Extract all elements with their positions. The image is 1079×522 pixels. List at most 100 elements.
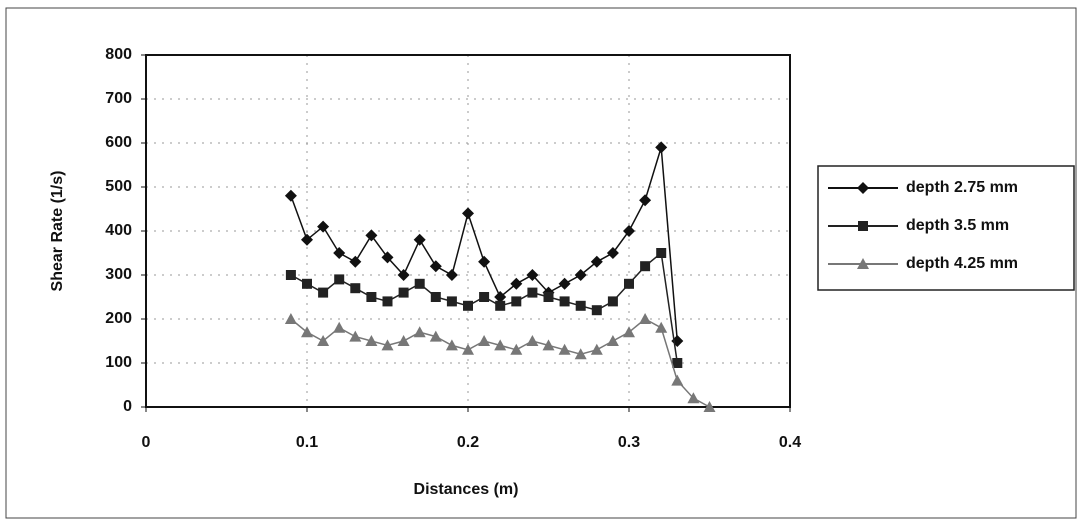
marker [607, 296, 618, 307]
series-line [290, 147, 679, 342]
marker [429, 330, 442, 342]
marker [574, 269, 587, 281]
marker [606, 247, 619, 259]
marker [365, 229, 378, 242]
x-tick-label: 0.1 [296, 434, 318, 451]
y-axis-label: Shear Rate (1/s) [49, 171, 66, 292]
marker [590, 255, 603, 268]
y-tick-label: 600 [105, 134, 132, 151]
marker [445, 269, 458, 281]
marker [462, 343, 474, 355]
x-tick-label: 0.4 [779, 434, 801, 451]
marker [558, 277, 571, 290]
marker [590, 343, 603, 355]
marker [463, 300, 473, 311]
marker [656, 248, 667, 258]
marker [349, 255, 362, 268]
marker [318, 287, 329, 298]
marker [624, 278, 634, 289]
series-line [290, 251, 679, 364]
marker [526, 335, 539, 346]
marker [542, 339, 555, 351]
chart-frame [5, 7, 1077, 519]
marker [558, 343, 571, 355]
x-tick-label: 0.3 [618, 434, 640, 451]
marker [349, 330, 362, 342]
marker [559, 296, 570, 307]
marker [703, 401, 716, 412]
marker [591, 305, 602, 316]
marker [398, 287, 409, 298]
marker [414, 278, 425, 289]
marker [639, 313, 652, 324]
marker [382, 296, 393, 307]
y-tick-label: 100 [105, 354, 132, 371]
marker [510, 343, 523, 355]
marker [575, 300, 586, 311]
marker [623, 326, 635, 338]
marker [495, 300, 506, 311]
y-tick-label: 0 [123, 398, 132, 415]
marker [397, 269, 410, 281]
y-tick-label: 700 [105, 90, 132, 107]
marker [446, 296, 457, 307]
legend-label: depth 2.75 mm [906, 179, 1018, 196]
marker [672, 358, 683, 368]
marker [302, 278, 312, 289]
plot-frame [145, 54, 791, 408]
marker [511, 296, 522, 307]
marker [413, 233, 426, 246]
marker [494, 291, 507, 303]
marker [494, 339, 507, 351]
marker [413, 326, 426, 338]
marker [381, 339, 394, 351]
marker [655, 321, 668, 333]
marker [445, 339, 458, 351]
marker [333, 247, 346, 259]
marker [858, 221, 868, 231]
marker [317, 335, 330, 346]
marker [478, 255, 491, 268]
marker [301, 326, 313, 338]
marker [543, 292, 554, 302]
marker [462, 207, 474, 220]
marker [285, 270, 296, 280]
y-tick-label: 200 [105, 310, 132, 327]
marker [284, 313, 297, 324]
marker [857, 182, 869, 194]
legend-label: depth 3.5 mm [906, 217, 1009, 234]
y-tick-label: 300 [105, 266, 132, 283]
marker [623, 225, 635, 237]
marker [510, 277, 523, 290]
marker [301, 233, 313, 246]
y-tick-label: 400 [105, 222, 132, 239]
marker [574, 348, 587, 360]
marker [430, 292, 441, 302]
marker [671, 374, 684, 386]
marker [639, 194, 652, 207]
x-tick-label: 0.2 [457, 434, 479, 451]
marker [606, 335, 619, 346]
marker [527, 287, 538, 298]
marker [479, 292, 490, 302]
marker [640, 261, 651, 272]
legend-label: depth 4.25 mm [906, 255, 1018, 272]
marker [334, 274, 345, 285]
marker [284, 189, 297, 202]
marker [333, 321, 346, 333]
x-tick-label: 0 [142, 434, 151, 451]
y-tick-label: 500 [105, 178, 132, 195]
marker [366, 292, 377, 302]
marker [397, 335, 410, 346]
y-tick-label: 800 [105, 46, 132, 63]
marker [526, 269, 539, 281]
marker [687, 392, 700, 404]
marker [381, 251, 394, 264]
marker [478, 335, 491, 346]
marker [857, 258, 869, 269]
marker [655, 141, 668, 154]
series-line [290, 318, 710, 408]
marker [429, 260, 442, 273]
marker [365, 335, 378, 346]
